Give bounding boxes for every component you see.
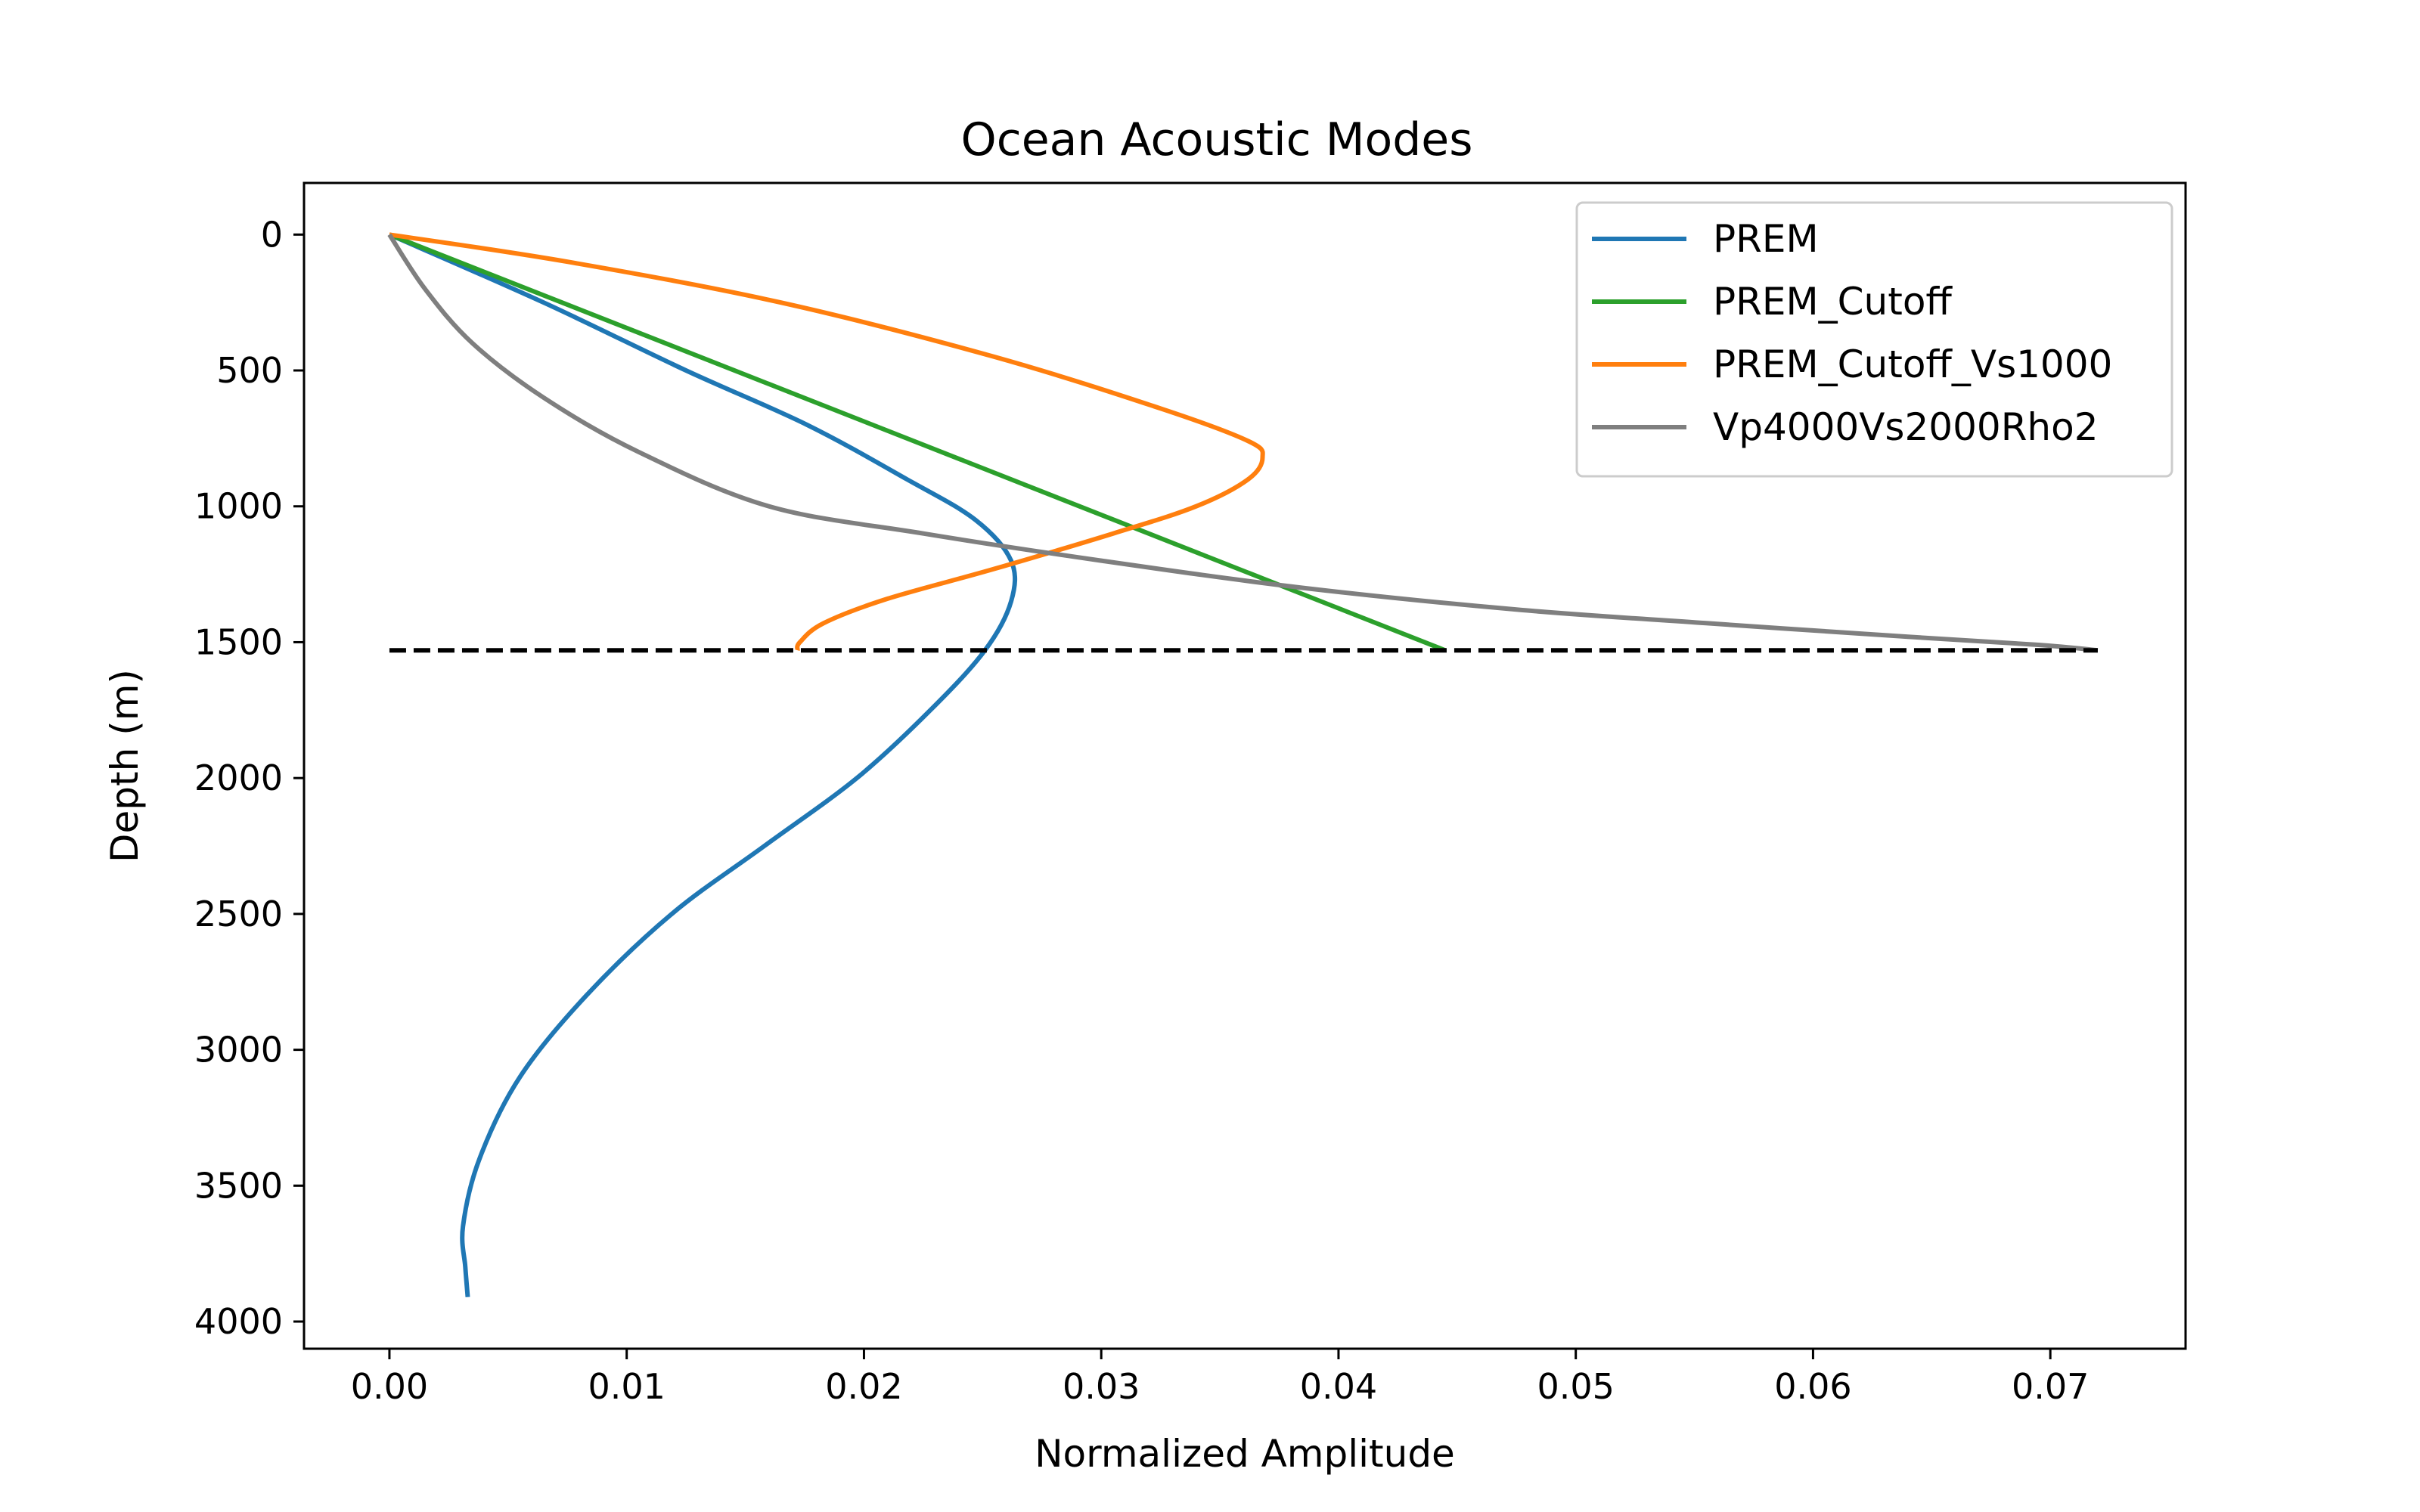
y-tick-label: 3500 bbox=[194, 1165, 283, 1206]
x-tick-label: 0.06 bbox=[1774, 1366, 1851, 1407]
y-axis-label: Depth (m) bbox=[103, 669, 147, 863]
y-tick-label: 1000 bbox=[194, 486, 283, 527]
legend-label: PREM_Cutoff bbox=[1713, 280, 1953, 324]
legend-box bbox=[1575, 201, 2173, 478]
x-tick-label: 0.00 bbox=[351, 1366, 428, 1407]
legend: PREM PREM_Cutoff PREM_Cutoff_Vs1000 Vp4000V… bbox=[1575, 201, 2173, 478]
x-tick-label: 0.04 bbox=[1300, 1366, 1377, 1407]
x-tick-label: 0.03 bbox=[1063, 1366, 1140, 1407]
y-tick-label: 4000 bbox=[194, 1301, 283, 1342]
chart-title: Ocean Acoustic Modes bbox=[961, 113, 1473, 166]
x-tick-label: 0.02 bbox=[825, 1366, 902, 1407]
x-axis-label: Normalized Amplitude bbox=[1035, 1432, 1455, 1476]
y-tick-label: 2000 bbox=[194, 758, 283, 798]
legend-label: PREM_Cutoff_Vs1000 bbox=[1713, 342, 2112, 386]
y-tick-label: 0 bbox=[261, 214, 283, 255]
y-tick-label: 2500 bbox=[194, 894, 283, 934]
y-tick-label: 1500 bbox=[194, 621, 283, 662]
x-axis: 0.00 0.01 0.02 0.03 0.04 0.05 0.06 0.07 bbox=[351, 1349, 2089, 1407]
plot-lines bbox=[387, 232, 2099, 1297]
series-line-prem-cutoff-vs1000 bbox=[389, 232, 1265, 651]
series-line-vp4000vs2000rho2 bbox=[387, 233, 2099, 653]
y-tick-label: 500 bbox=[216, 350, 283, 391]
x-tick-label: 0.01 bbox=[588, 1366, 665, 1407]
legend-label: Vp4000Vs2000Rho2 bbox=[1713, 405, 2099, 449]
y-tick-label: 3000 bbox=[194, 1030, 283, 1070]
x-tick-label: 0.05 bbox=[1537, 1366, 1614, 1407]
series-line-prem bbox=[388, 232, 1018, 1297]
y-axis: 0 500 1000 1500 2000 2500 3000 3500 4000 bbox=[194, 214, 304, 1342]
plot-frame bbox=[302, 181, 2187, 1350]
series-line-prem-cutoff bbox=[388, 232, 1447, 653]
legend-label: PREM bbox=[1713, 217, 1819, 261]
x-tick-label: 0.07 bbox=[2012, 1366, 2089, 1407]
